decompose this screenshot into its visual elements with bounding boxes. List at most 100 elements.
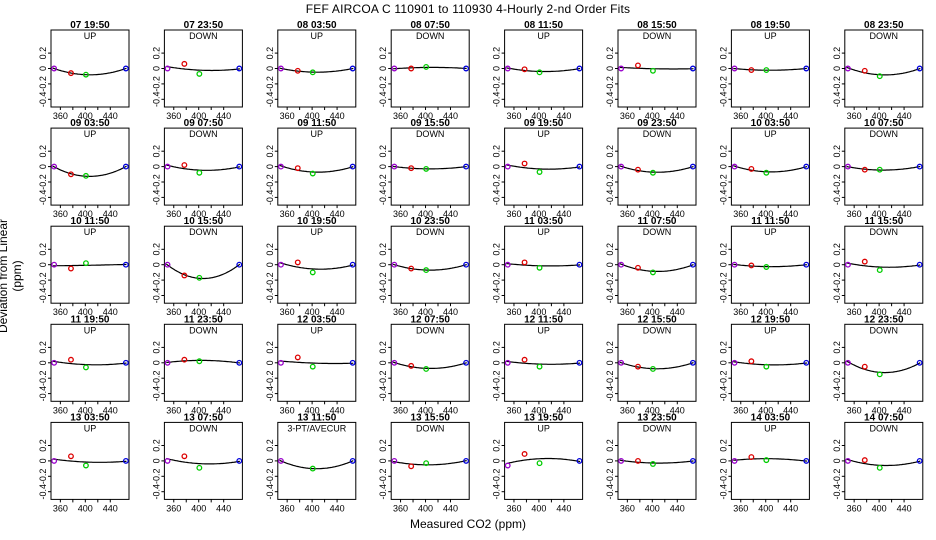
panel-title: 09 19:50 (524, 118, 564, 129)
fit-curve (279, 67, 354, 73)
data-point-std-2 (181, 60, 188, 67)
y-tick-label: -0.2 (38, 370, 48, 386)
panel-title: 07 19:50 (70, 20, 110, 31)
y-tick-label: -0.4 (605, 288, 615, 304)
x-tick-label: 400 (758, 405, 773, 415)
panel-title: 13 03:50 (70, 412, 110, 423)
data-point-std-3 (876, 267, 883, 274)
y-tick-label: -0.2 (832, 76, 842, 92)
fit-curve (166, 65, 240, 72)
data-point-std-3 (763, 264, 770, 270)
panel-mode-label: DOWN (416, 227, 445, 237)
plot-frame (50, 421, 130, 500)
x-tick-label: 400 (305, 111, 320, 121)
fit-curve (733, 458, 807, 462)
x-tick-label: 400 (78, 405, 93, 415)
data-point-std-4 (916, 163, 923, 170)
panel-mode-label: UP (537, 325, 550, 335)
x-tick-label: 440 (897, 405, 912, 415)
x-tick-label: 360 (53, 503, 68, 513)
panel: 13 11:503-PT/AVECUR -0.4-0.2 0 0.2 360 400 440 (265, 412, 357, 513)
fit-curve (733, 263, 807, 268)
figure-title: FEF AIRCOA C 110901 to 110930 4-Hourly 2… (305, 2, 631, 16)
x-tick-label: 360 (166, 209, 181, 219)
x-tick-label: 440 (556, 111, 571, 121)
data-point-std-2 (861, 166, 868, 173)
data-point-std-3 (82, 462, 89, 469)
data-point-std-3 (82, 260, 89, 267)
data-point-std-3 (423, 165, 430, 172)
data-point-std-2 (521, 66, 528, 73)
data-point-std-3 (876, 371, 883, 378)
panel-mode-label: DOWN (416, 129, 445, 139)
x-tick-label: 360 (280, 405, 295, 415)
y-tick-label: -0.4 (265, 386, 275, 402)
x-tick-label: 440 (783, 111, 798, 121)
plot-frame (390, 225, 470, 304)
y-tick-label: 0.2 (832, 47, 842, 60)
data-point-std-1 (391, 457, 398, 464)
data-point-std-2 (861, 457, 868, 464)
plot-frame (50, 127, 130, 206)
y-tick-label: -0.2 (718, 174, 728, 190)
y-tick-label: 0.2 (378, 439, 388, 452)
panel-mode-label: DOWN (643, 325, 672, 335)
x-tick-label: 360 (506, 405, 521, 415)
x-tick-label: 360 (280, 111, 295, 121)
fit-curve (279, 164, 354, 173)
x-tick-label: 400 (645, 405, 660, 415)
y-tick-label: 0 (492, 262, 502, 267)
y-tick-label: -0.4 (605, 386, 615, 402)
x-tick-label: 360 (393, 111, 408, 121)
panel-title: 08 03:50 (297, 20, 337, 31)
data-point-std-4 (803, 65, 810, 72)
plot-frame (163, 225, 243, 304)
fit-curve (279, 360, 354, 365)
plot-frame (277, 225, 357, 304)
data-point-std-4 (236, 359, 243, 366)
data-point-std-4 (463, 261, 470, 268)
data-point-std-3 (536, 460, 543, 467)
data-point-std-4 (916, 359, 923, 366)
y-tick-label: 0 (38, 458, 48, 463)
y-tick-label: 0 (38, 164, 48, 169)
data-point-std-4 (463, 65, 470, 72)
y-tick-label: -0.4 (38, 386, 48, 402)
data-point-std-4 (576, 163, 583, 170)
x-tick-label: 400 (78, 111, 93, 121)
panel-title: 10 03:50 (751, 118, 791, 129)
x-tick-label: 440 (103, 503, 118, 513)
x-tick-label: 360 (166, 111, 181, 121)
data-point-std-2 (861, 258, 868, 265)
y-tick-label: 0 (832, 66, 842, 71)
y-tick-label: 0 (265, 164, 275, 169)
panel-title: 10 07:50 (864, 118, 904, 129)
y-tick-label: -0.2 (38, 174, 48, 190)
data-point-std-1 (277, 163, 284, 170)
data-point-std-4 (916, 65, 923, 72)
plot-frame (617, 225, 697, 304)
panel-title: 09 15:50 (410, 118, 450, 129)
y-tick-label: 0.2 (265, 243, 275, 256)
x-tick-label: 360 (847, 209, 862, 219)
x-tick-label: 400 (191, 503, 206, 513)
panel-title: 11 15:50 (864, 216, 903, 227)
y-tick-label: 0.2 (38, 243, 48, 256)
y-tick-label: 0 (492, 458, 502, 463)
fit-curve (506, 164, 581, 170)
y-tick-label: -0.2 (151, 370, 161, 386)
data-point-std-4 (122, 359, 129, 366)
y-tick-label: 0.2 (718, 47, 728, 60)
data-point-std-4 (236, 261, 243, 268)
x-tick-label: 440 (670, 503, 685, 513)
y-tick-label: -0.4 (492, 386, 502, 402)
x-tick-label: 360 (620, 111, 635, 121)
data-point-std-4 (576, 261, 583, 268)
data-point-std-2 (408, 65, 415, 72)
y-tick-label: -0.4 (718, 190, 728, 206)
panel-mode-label: UP (537, 423, 550, 433)
panel-mode-label: UP (311, 325, 324, 335)
